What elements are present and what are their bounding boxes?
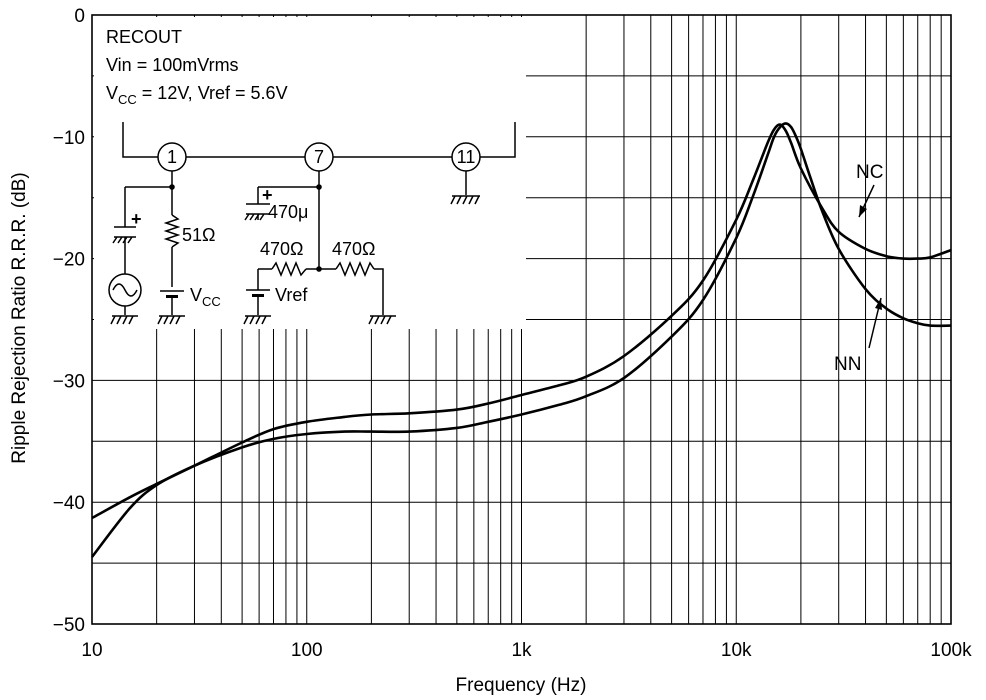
y-tick-label: −30 (53, 371, 85, 392)
y-tick-label: −10 (53, 128, 85, 149)
y-tick-label: −20 (53, 250, 85, 271)
curves (90, 122, 952, 558)
pin-1-label: 1 (167, 147, 177, 167)
inset-background (94, 17, 526, 329)
pin-7-label: 7 (314, 147, 324, 167)
resistor-470-left-label: 470Ω (260, 239, 304, 259)
inset-title: RECOUT (106, 27, 182, 47)
series-line-nn (90, 122, 952, 558)
decoupling-cap-plus: + (262, 185, 273, 205)
ground-icon (243, 315, 271, 325)
vcc-battery-plate (166, 295, 178, 298)
y-tick-label: −40 (53, 493, 85, 514)
pin1-wires (124, 171, 173, 287)
pin7-node (316, 184, 322, 190)
resistor-51-label: 51Ω (182, 225, 215, 245)
ground-icon (157, 315, 185, 325)
vcc-label: VCC (190, 285, 221, 309)
resistor-470-left (271, 261, 307, 277)
ground-icon (450, 195, 480, 205)
nc-arrowhead (859, 205, 867, 217)
inset-vcc-sub: CC (118, 92, 137, 107)
tick-labels: 10 100 1k 10k 100k 0 −10 −20 −30 −40 −50 (53, 6, 972, 661)
resistor-470-right (335, 261, 375, 277)
resistor-junction-node (316, 266, 322, 272)
pin-11-label: 11 (457, 147, 476, 167)
nc-curve-label: NC (856, 162, 883, 183)
x-tick-label: 1k (511, 640, 532, 661)
input-capacitor (112, 226, 136, 244)
inset-vcc-v: V (106, 83, 118, 103)
nn-curve-label: NN (834, 354, 861, 375)
x-tick-label: 100k (930, 640, 972, 661)
vref-label: Vref (275, 285, 308, 305)
inset-circuit: RECOUT Vin = 100mVrms VCC = 12V, Vref = … (94, 17, 526, 329)
x-axis-title: Frequency (Hz) (456, 675, 587, 696)
inset-vin-text: Vin = 100mVrms (106, 55, 239, 75)
decoupling-capacitor (244, 203, 270, 221)
vref-battery-plate (252, 294, 264, 297)
capacitor-470u-label: 470μ (268, 202, 308, 222)
pin1-node (169, 184, 175, 190)
input-cap-plus: + (131, 209, 142, 229)
y-tick-label: −50 (53, 615, 85, 636)
series-line-nc (91, 123, 952, 520)
signal-source-wave (112, 283, 138, 297)
ground-icon (110, 315, 138, 325)
vcc-label-v: V (190, 285, 202, 305)
inset-vcc-vref-text: VCC = 12V, Vref = 5.6V (106, 83, 288, 107)
x-tick-label: 10 (81, 640, 102, 661)
inset-vcc-vref-rest: = 12V, Vref = 5.6V (137, 83, 288, 103)
resistor-470-right-label: 470Ω (332, 239, 376, 259)
resistor-51-ohm (163, 214, 181, 248)
x-tick-label: 100 (291, 640, 323, 661)
x-tick-label: 10k (721, 640, 752, 661)
y-tick-label: 0 (74, 6, 85, 27)
nn-arrowhead (875, 298, 882, 310)
y-axis-title: Ripple Rejection Ratio R.R.R. (dB) (9, 172, 30, 463)
plot-frame (91, 14, 952, 625)
ground-icon (368, 315, 396, 325)
vcc-label-sub: CC (202, 294, 221, 309)
